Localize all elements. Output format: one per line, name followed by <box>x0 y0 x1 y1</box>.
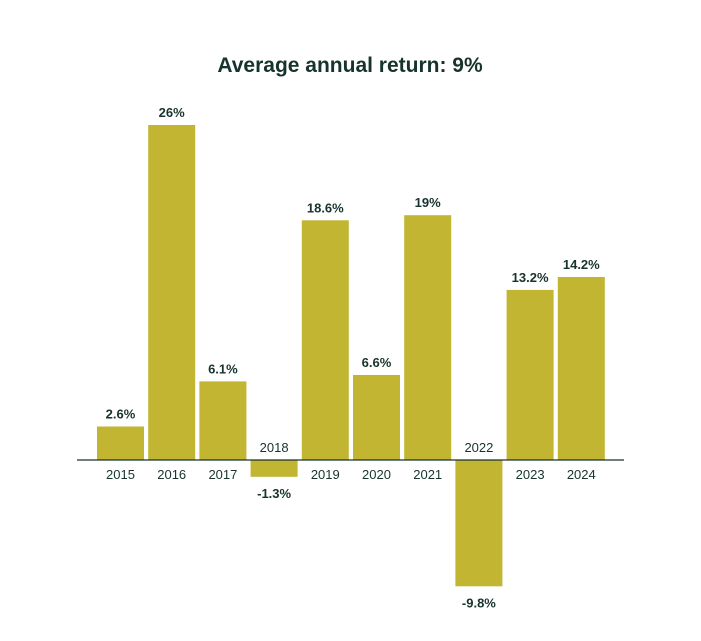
category-label-2020: 2020 <box>362 467 391 482</box>
bar-2015 <box>97 426 144 460</box>
value-label-2015: 2.6% <box>106 407 136 422</box>
category-label-2024: 2024 <box>567 467 596 482</box>
value-label-2019: 18.6% <box>307 200 344 215</box>
labels-group: 2.6% 2015 26% 2016 6.1% 2017 -1.3% 2018 18.6% 201… <box>106 105 600 610</box>
chart-title: Average annual return: 9% <box>217 54 483 77</box>
value-label-2021: 19% <box>415 195 441 210</box>
bar-2017 <box>199 381 247 460</box>
bar-2018 <box>250 460 298 477</box>
category-label-2019: 2019 <box>311 467 340 482</box>
bar-2020 <box>353 375 400 460</box>
bar-2019 <box>301 220 349 460</box>
value-label-2024: 14.2% <box>563 257 600 272</box>
category-label-2021: 2021 <box>413 467 442 482</box>
category-label-2017: 2017 <box>208 467 237 482</box>
bar-2023 <box>506 289 554 460</box>
bars-group <box>97 125 605 587</box>
bar-2021 <box>404 215 452 460</box>
value-label-2018: -1.3% <box>257 486 291 501</box>
category-label-2023: 2023 <box>516 467 545 482</box>
value-label-2023: 13.2% <box>512 270 549 285</box>
value-label-2017: 6.1% <box>208 361 238 376</box>
category-label-2018: 2018 <box>260 440 289 455</box>
bar-2022 <box>455 460 503 587</box>
bar-2016 <box>148 125 196 460</box>
value-label-2016: 26% <box>159 105 185 120</box>
bar-2024 <box>557 277 605 460</box>
value-label-2022: -9.8% <box>462 595 496 610</box>
category-label-2015: 2015 <box>106 467 135 482</box>
category-label-2022: 2022 <box>464 440 493 455</box>
category-label-2016: 2016 <box>157 467 186 482</box>
value-label-2020: 6.6% <box>362 355 392 370</box>
